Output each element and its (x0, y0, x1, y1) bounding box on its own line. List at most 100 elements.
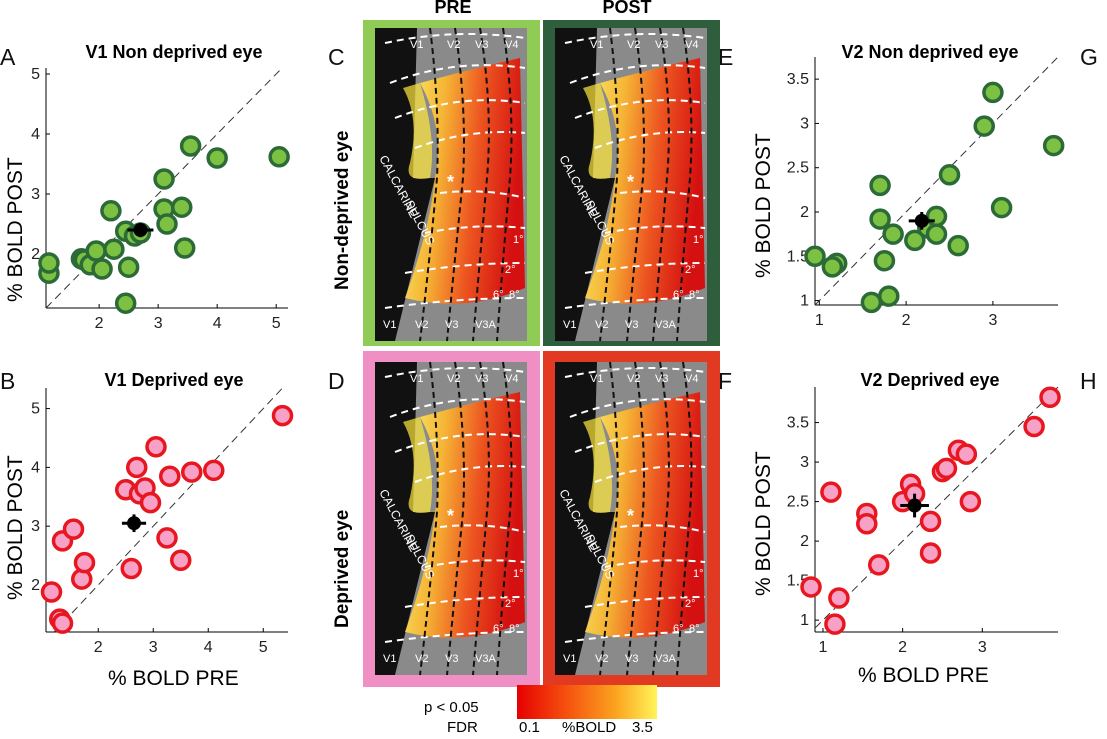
chart-e-point-15 (973, 115, 995, 137)
chart-a-ytick-label-2: 4 (31, 126, 40, 143)
chart-b-point-8 (120, 557, 142, 580)
chart-a-ytick-label-1: 3 (31, 186, 40, 203)
chart-a-xtick-label-2: 4 (213, 315, 222, 332)
chart-a-point-1 (38, 252, 60, 274)
chart-e-ytick-label-4: 3 (800, 115, 809, 132)
chart-b-xtick-label-3: 5 (259, 639, 268, 656)
chart-f-point-16 (959, 490, 982, 513)
chart-f-point-1 (820, 481, 842, 503)
chart-e-point-16 (982, 81, 1004, 104)
chart-f-identity-line (814, 386, 1059, 629)
chart-b-point-12 (139, 491, 162, 514)
chart-a-xtick-label-3: 5 (272, 315, 281, 332)
panel-letter-a: A (0, 44, 16, 70)
chart-a-xtick-label-1: 3 (154, 315, 163, 332)
chart-e-ytick-label-5: 3.5 (787, 71, 809, 88)
chart-b-point-15 (159, 465, 181, 487)
chart-f-xtick-label-1: 2 (898, 639, 907, 656)
chart-b-ytick-label-3: 5 (31, 401, 40, 418)
chart-a-title: V1 Non deprived eye (85, 42, 263, 62)
panel-letter-b: B (0, 368, 16, 394)
panel-letter-h: H (1080, 368, 1097, 394)
chart-a-point-8 (103, 238, 125, 260)
chart-f-ytick-label-3: 2.5 (787, 494, 809, 511)
chart-b-ytick-label-0: 2 (31, 577, 40, 594)
chart-b-point-2 (51, 612, 74, 634)
chart-e-point-14 (947, 234, 969, 257)
chart-f-point-17 (1023, 415, 1045, 438)
chart-e-ytick-label-2: 2 (800, 204, 809, 221)
panel-letter-d: D (328, 368, 345, 394)
chart-a-point-15 (153, 168, 175, 190)
chart-e-ytick-label-3: 2.5 (787, 160, 809, 177)
chart-a-point-6 (91, 258, 113, 280)
panel-letter-g: G (1080, 44, 1098, 70)
col-header-pre: PRE (434, 0, 472, 17)
chart-b-xtick-label-2: 4 (204, 639, 213, 656)
chart-b-ytick-label-2: 4 (31, 459, 40, 476)
panel-letter-e: E (718, 44, 734, 70)
chart-b-point-0 (40, 581, 63, 603)
brain-map-pre-deprived (374, 361, 528, 676)
chart-a-point-17 (171, 196, 193, 218)
legend-fdr-text: FDR (447, 719, 478, 736)
chart-f-point-0 (800, 576, 822, 598)
chart-e-point-13 (938, 164, 961, 186)
chart-a-ytick-label-3: 5 (31, 66, 40, 83)
legend-max-label: 3.5 (632, 719, 653, 736)
chart-f-point-15 (955, 443, 978, 465)
chart-e-point-0 (804, 245, 826, 268)
chart-b-point-18 (203, 459, 225, 482)
col-header-post: POST (602, 0, 652, 17)
chart-e-ytick-label-1: 1.5 (787, 248, 809, 265)
chart-a-point-10 (117, 256, 140, 278)
chart-e-point-8 (869, 174, 891, 197)
chart-f-point-2 (824, 613, 846, 635)
chart-e-xtick-label-2: 3 (988, 312, 997, 329)
brain-map-post-deprived (554, 361, 708, 676)
chart-b-ytick-label-1: 3 (31, 518, 40, 535)
chart-f-ytick-label-0: 1 (800, 612, 809, 629)
chart-b-xlabel: % BOLD PRE (108, 667, 239, 690)
chart-e-point-4 (878, 285, 900, 307)
chart-f-ytick-label-2: 2 (800, 533, 809, 550)
chart-b-xtick-label-1: 3 (149, 639, 158, 656)
legend-p-text: p < 0.05 (424, 699, 479, 716)
chart-b-point-6 (73, 551, 96, 574)
panel-letter-c: C (328, 44, 345, 70)
chart-e-xtick-label-0: 1 (815, 312, 824, 329)
chart-a-xtick-label-0: 2 (95, 315, 104, 332)
chart-f-ytick-label-5: 3.5 (787, 415, 809, 432)
chart-e-title: V2 Non deprived eye (841, 42, 1019, 62)
chart-e-point-18 (1042, 134, 1065, 157)
chart-f-point-10 (919, 510, 942, 533)
chart-f-point-11 (919, 542, 942, 564)
chart-e-point-5 (873, 249, 896, 272)
chart-a-point-18 (173, 237, 196, 259)
chart-e-point-12 (925, 223, 948, 245)
chart-b-xtick-label-0: 2 (94, 639, 103, 656)
chart-f-point-6 (867, 554, 890, 576)
chart-f-xtick-label-2: 3 (978, 639, 987, 656)
chart-f-title: V2 Deprived eye (860, 370, 1000, 390)
chart-f-point-13 (935, 457, 958, 480)
legend-min-label: 0.1 (519, 719, 540, 736)
chart-f-point-3 (828, 587, 850, 609)
chart-e-point-2 (821, 256, 844, 278)
panel-letter-f: F (718, 368, 733, 394)
chart-b-point-4 (62, 518, 85, 540)
chart-a-point-7 (100, 200, 122, 222)
legend-unit-label: %BOLD (562, 719, 617, 736)
chart-b-title: V1 Deprived eye (104, 370, 244, 390)
chart-b-point-19 (271, 404, 294, 427)
chart-b-point-14 (156, 527, 178, 549)
chart-a-point-12 (114, 292, 137, 314)
chart-e-point-7 (882, 223, 904, 245)
chart-f-ytick-label-4: 3 (800, 454, 809, 471)
chart-e-point-9 (904, 229, 926, 252)
chart-a-ytick-label-0: 2 (31, 246, 40, 263)
chart-a-point-16 (156, 213, 178, 235)
